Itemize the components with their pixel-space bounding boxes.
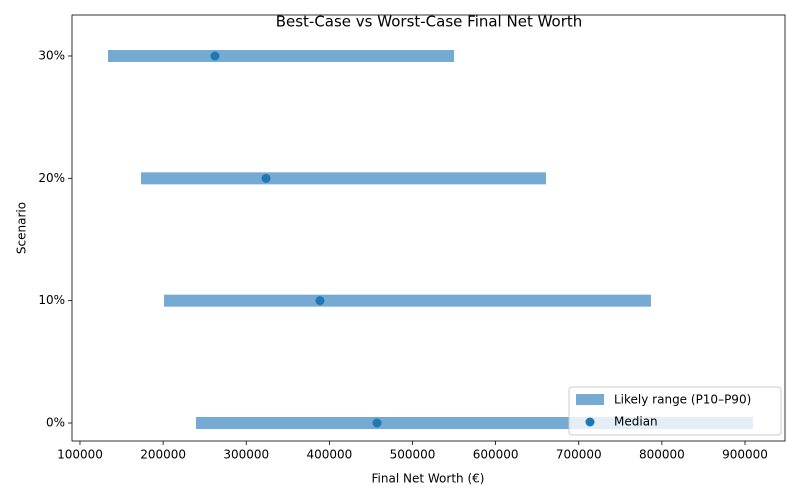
median-point	[315, 296, 325, 306]
legend-marker	[585, 417, 595, 427]
x-tick-label: 400000	[306, 448, 352, 462]
y-tick-label: 30%	[38, 49, 65, 63]
chart-title: Best-Case vs Worst-Case Final Net Worth	[276, 13, 583, 31]
x-tick-label: 700000	[556, 448, 602, 462]
x-tick-label: 200000	[140, 448, 186, 462]
x-tick-label: 100000	[57, 448, 103, 462]
median-point	[372, 418, 382, 428]
y-tick-label: 20%	[38, 171, 65, 185]
y-axis-label: Scenario	[15, 202, 29, 254]
x-axis-label: Final Net Worth (€)	[372, 472, 485, 486]
legend-swatch	[576, 394, 604, 405]
range-bar	[140, 172, 547, 185]
median-point	[261, 173, 271, 183]
y-tick-label: 10%	[38, 293, 65, 307]
legend-label: Median	[614, 415, 658, 429]
plot-frame	[71, 14, 786, 442]
legend-box	[568, 386, 782, 436]
x-tick-label: 300000	[223, 448, 269, 462]
y-tick-label: 0%	[46, 416, 65, 430]
x-tick-label: 500000	[390, 448, 436, 462]
range-bar	[164, 294, 651, 307]
x-tick-label: 600000	[473, 448, 519, 462]
legend-label: Likely range (P10–P90)	[614, 393, 751, 407]
median-point	[210, 51, 220, 61]
range-bar	[107, 50, 455, 62]
x-tick-label: 900000	[722, 448, 768, 462]
x-tick-label: 800000	[639, 448, 685, 462]
